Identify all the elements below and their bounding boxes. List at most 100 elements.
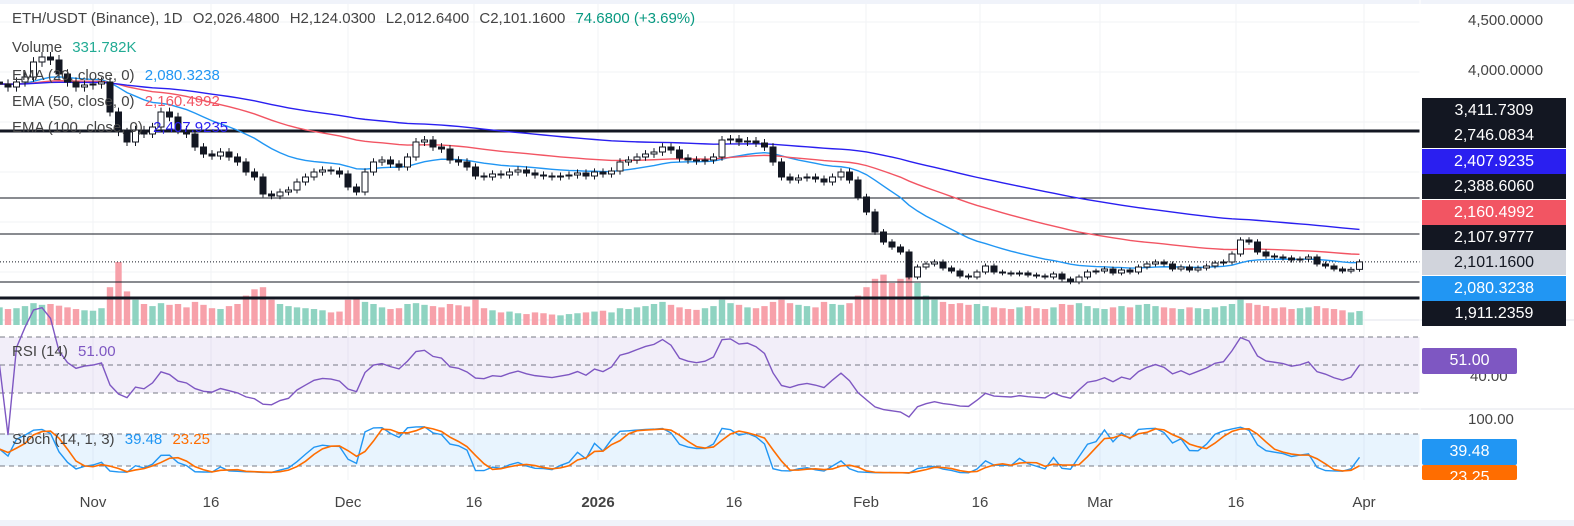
- volume-legend[interactable]: Volume 331.782K: [12, 39, 142, 56]
- candle: [1330, 265, 1338, 270]
- volume-bar: [404, 304, 411, 325]
- candle: [234, 156, 241, 163]
- candle: [1109, 268, 1117, 274]
- ema50-legend[interactable]: EMA (50, close, 0) 2,160.4992: [12, 93, 226, 110]
- time-axis-label: Nov: [79, 494, 107, 511]
- candle: [310, 171, 318, 178]
- volume-bar: [344, 299, 352, 325]
- rsi-value-tag: 51.00: [1422, 348, 1517, 374]
- candle: [1271, 255, 1278, 258]
- candle: [21, 76, 29, 83]
- volume-bar: [863, 287, 870, 325]
- stoch-legend[interactable]: Stoch (14, 1, 3) 39.48 23.25: [12, 431, 216, 448]
- volume-bar: [1203, 309, 1210, 325]
- volume-bar: [234, 304, 241, 325]
- volume-bar: [1279, 307, 1287, 325]
- candle: [616, 161, 624, 172]
- candle: [888, 241, 896, 248]
- volume-bar: [761, 306, 768, 325]
- volume-bar: [149, 306, 156, 325]
- candle: [336, 170, 343, 175]
- candle: [1356, 261, 1363, 270]
- volume-bar: [123, 291, 131, 325]
- candle: [786, 176, 794, 181]
- candle: [880, 231, 887, 243]
- volume-bar: [931, 299, 938, 325]
- candle: [370, 161, 377, 173]
- volume-bar: [557, 315, 564, 325]
- volume-bar: [30, 303, 37, 325]
- candle: [1169, 263, 1176, 270]
- price-tick: 4,500.0000: [1468, 12, 1544, 29]
- candle: [999, 271, 1006, 274]
- candle: [30, 61, 37, 78]
- volume-bar: [480, 308, 488, 325]
- candle: [523, 169, 530, 174]
- candle: [302, 176, 309, 183]
- ema100-legend[interactable]: EMA (100, close, 0) 2,407.9235: [12, 119, 234, 136]
- volume-bar: [1254, 304, 1261, 325]
- low-value: L2,012.6400: [385, 10, 470, 27]
- candle: [242, 161, 250, 173]
- volume-bar: [769, 301, 777, 325]
- candle: [1016, 272, 1023, 275]
- candle: [514, 169, 522, 173]
- volume-bar: [1016, 307, 1023, 325]
- candle: [1279, 256, 1287, 259]
- volume-bar: [752, 308, 760, 325]
- candle: [1058, 273, 1066, 280]
- close-value: C2,101.1600: [479, 10, 566, 27]
- volume-bar: [1143, 304, 1151, 325]
- volume-bar: [1262, 306, 1270, 325]
- volume-bar: [1024, 306, 1032, 325]
- volume-bar: [744, 307, 751, 325]
- candle: [115, 111, 122, 133]
- volume-bar: [599, 310, 607, 325]
- candle: [1101, 268, 1108, 272]
- rsi-legend[interactable]: RSI (14) 51.00: [12, 343, 122, 360]
- candle: [1084, 271, 1091, 278]
- candle: [761, 142, 768, 148]
- volume-bar: [591, 311, 598, 325]
- volume-bar: [421, 304, 428, 325]
- volume-bar: [1347, 312, 1355, 325]
- candle: [1194, 267, 1202, 271]
- volume-bar: [1296, 308, 1304, 325]
- volume-bar: [684, 309, 692, 325]
- time-axis-label: 16: [465, 494, 483, 511]
- volume-bar: [820, 301, 828, 325]
- volume-bar: [795, 304, 802, 325]
- time-axis-label: 2026: [581, 494, 615, 511]
- rsi-value: 51.00: [78, 343, 116, 360]
- volume-bar: [395, 308, 403, 325]
- volume-bar: [837, 304, 845, 325]
- ema50-value: 2,160.4992: [144, 93, 220, 110]
- volume-bar: [701, 308, 709, 325]
- volume-bar: [1084, 306, 1091, 325]
- rsi-line: [0, 306, 1361, 436]
- volume-bar: [89, 310, 97, 325]
- volume-bar: [574, 313, 581, 325]
- candle: [344, 173, 352, 188]
- candle: [1313, 256, 1321, 265]
- ema20-legend[interactable]: EMA (20, close, 0) 2,080.3238: [12, 67, 226, 84]
- candle: [599, 171, 607, 175]
- candle: [863, 196, 870, 213]
- volume-bar: [463, 306, 471, 325]
- candle: [55, 59, 63, 75]
- candle: [446, 148, 454, 161]
- candle: [191, 133, 199, 148]
- volume-bar: [1228, 304, 1236, 325]
- candle: [506, 171, 513, 176]
- price-level-tag: 2,107.9777: [1422, 225, 1566, 250]
- volume-bar: [157, 303, 165, 325]
- candle: [1050, 273, 1057, 278]
- volume-bar: [965, 304, 972, 325]
- volume-bar: [650, 304, 658, 325]
- candle: [1245, 239, 1253, 243]
- candle: [1152, 261, 1159, 265]
- volume-bar: [455, 305, 462, 325]
- volume-bar: [625, 309, 632, 325]
- candle: [395, 163, 403, 168]
